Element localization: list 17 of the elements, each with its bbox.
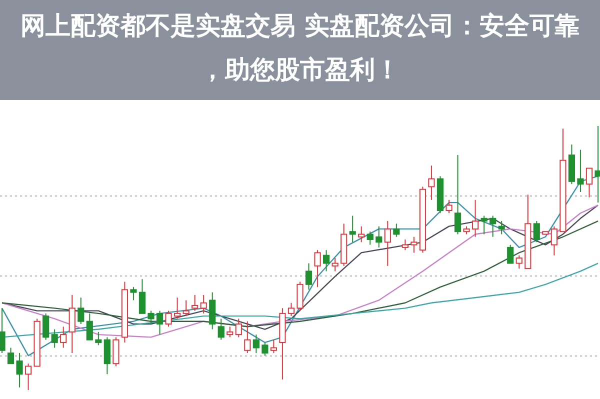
candlestick xyxy=(200,294,207,314)
candlestick xyxy=(594,126,600,204)
candlestick xyxy=(472,199,479,238)
candlestick xyxy=(218,318,224,340)
chart-title: 网上配资都不是实盘交易 实盘配资公司：安全可靠，助您股市盈利！ xyxy=(20,10,580,86)
candlestick xyxy=(68,294,76,354)
candlestick xyxy=(384,220,391,266)
candlestick xyxy=(393,223,400,238)
candlestick xyxy=(349,215,356,243)
candlestick xyxy=(577,149,584,192)
candlestick xyxy=(376,226,382,248)
candlestick xyxy=(16,352,23,388)
candlestick xyxy=(428,165,435,200)
candlestick xyxy=(192,294,198,312)
candlestick xyxy=(104,336,110,375)
candlestick xyxy=(60,326,67,348)
candlestick xyxy=(279,308,286,380)
